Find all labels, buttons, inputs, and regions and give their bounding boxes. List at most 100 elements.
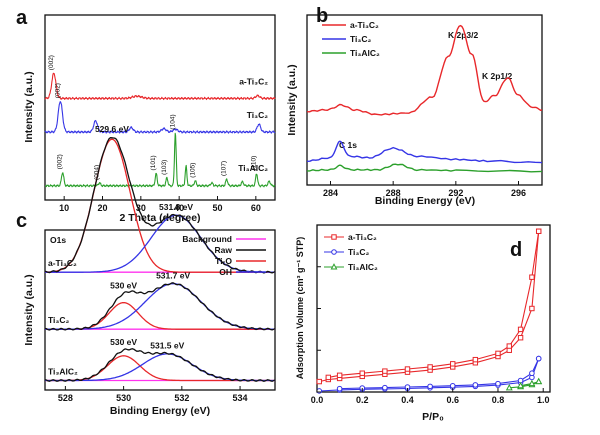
xrd-peak-label: (101) (150, 155, 157, 170)
isotherm-point (530, 371, 535, 376)
o1s-legend-label: Background (182, 234, 232, 244)
isotherm-point (317, 389, 322, 394)
panel-b-xtick-label: 288 (386, 188, 401, 198)
panel-b-c1s-label: C 1s (339, 140, 357, 150)
o1s-component-curve (45, 356, 275, 381)
panel-a-xtick-label: 20 (97, 203, 107, 213)
xrd-series-label: Ti₃C₂ (247, 110, 268, 120)
panel-c-xtick-label: 530 (116, 393, 131, 403)
panel-d-xtick-label: 0.6 (446, 395, 459, 405)
panel-d-xtick-label: 0.4 (401, 395, 414, 405)
isotherm-point (326, 375, 330, 379)
xrd-peak-label: (002) (48, 55, 55, 70)
legend-label: Ti₃AlC₂ (350, 48, 380, 58)
panel-d-ylabel: Adsorption Volume (cm³ g⁻¹ STP) (295, 237, 305, 380)
isotherm-point (383, 369, 387, 373)
panel-d-xtick-label: 0.2 (356, 395, 369, 405)
panel-a-xtick-label: 10 (59, 203, 69, 213)
panel-b-k2p32-label: K 2p3/2 (448, 30, 479, 40)
isotherm-point (536, 356, 541, 361)
isotherm-point (496, 381, 501, 386)
panel-a-letter: a (16, 7, 28, 29)
panel-a-ylabel: Intensity (a.u.) (23, 71, 35, 142)
o1s-peak-label: 531.5 eV (150, 340, 184, 350)
isotherm-point (529, 381, 534, 386)
isotherm-point (450, 383, 455, 388)
legend-label: a-Ti₃C₂ (350, 20, 379, 30)
o1s-legend-label: OH (219, 267, 232, 277)
panel-c-core-level: O1s (50, 235, 66, 245)
panel-b-ylabel: Intensity (a.u.) (286, 64, 298, 135)
o1s-sample-label: a-Ti₃C₂ (48, 258, 77, 268)
figure-composite: a b c d 2 Theta (degree) Intensity (a.u.… (0, 0, 600, 435)
panel-c-xtick-label: 534 (233, 393, 248, 403)
panel-b-xtick-label: 292 (448, 188, 463, 198)
isotherm-legend-marker (332, 250, 337, 255)
panel-b-xtick-label: 296 (511, 188, 526, 198)
panel-d-xtick-label: 0.8 (492, 395, 505, 405)
xrd-peak-label: (002) (57, 154, 64, 169)
panel-c-letter: c (16, 210, 27, 232)
o1s-component-curve (45, 354, 275, 381)
o1s-sample-label: Ti₃C₂ (48, 315, 69, 325)
panel-d-letter: d (510, 239, 522, 261)
panel-b-letter: b (316, 5, 328, 27)
isotherm-legend-label: a-Ti₃C₂ (348, 232, 377, 242)
isotherm-point (530, 275, 534, 279)
isotherm-point (451, 362, 455, 366)
o1s-peak-label: 530 eV (110, 280, 137, 290)
isotherm-legend-label: Ti₃C₂ (348, 247, 369, 257)
isotherm-point (507, 344, 511, 348)
xps-k2p-series-line (307, 141, 542, 162)
isotherm-legend-marker (331, 264, 336, 269)
legend-label: Ti₃C₂ (350, 34, 371, 44)
panel-b-k2p12-label: K 2p1/2 (482, 71, 513, 81)
o1s-raw-curve (45, 349, 275, 382)
isotherm-point (337, 386, 342, 391)
panel-b-frame (307, 15, 542, 185)
panel-c-xlabel: Binding Energy (eV) (110, 405, 210, 417)
isotherm-point (317, 379, 321, 383)
o1s-component-curve (45, 284, 275, 330)
isotherm-point (530, 306, 534, 310)
o1s-peak-label: 531.7 eV (156, 271, 190, 281)
panel-d-xtick-label: 1.0 (537, 395, 550, 405)
panel-a-xtick-label: 50 (212, 203, 222, 213)
isotherm-point (518, 336, 522, 340)
isotherm-point (473, 357, 477, 361)
isotherm-point (337, 373, 341, 377)
panel-a-xtick-label: 60 (251, 203, 261, 213)
xrd-peak-label: (104) (169, 114, 176, 129)
isotherm-point (473, 383, 478, 388)
isotherm-point (536, 229, 540, 233)
isotherm-legend-marker (332, 235, 336, 239)
isotherm-point (360, 371, 364, 375)
xrd-peak-label: (107) (221, 161, 228, 176)
xrd-peak-label: (110) (251, 156, 258, 171)
isotherm-point (536, 379, 541, 384)
o1s-legend-label: Ti-O (215, 256, 232, 266)
o1s-legend-label: Raw (215, 245, 233, 255)
xrd-series-label: a-Ti₃C₂ (239, 76, 268, 86)
panel-c-xtick-label: 528 (58, 393, 73, 403)
o1s-peak-label: 530 eV (110, 337, 137, 347)
isotherm-point (496, 351, 500, 355)
isotherm-point (383, 385, 388, 390)
o1s-sample-label: Ti₃AlC₂ (48, 367, 78, 377)
panel-d-xtick-label: 0.0 (311, 395, 324, 405)
o1s-raw-curve (45, 283, 275, 330)
xps-k2p-series-line (307, 164, 542, 172)
xrd-series-line (45, 102, 275, 133)
panel-c-frame (45, 230, 275, 390)
isotherm-point (428, 384, 433, 389)
isotherm-point (507, 385, 512, 390)
isotherm-legend-label: Ti₃AlC₂ (348, 262, 378, 272)
panel-c-ylabel: Intensity (a.u.) (23, 274, 35, 345)
xrd-peak-label: (105) (189, 163, 196, 178)
xrd-peak-label: (103) (161, 160, 168, 175)
panel-b-xtick-label: 284 (323, 188, 338, 198)
panel-d-xlabel: P/P₀ (422, 411, 444, 423)
o1s-peak-label: 529.6 eV (95, 124, 129, 134)
isotherm-point (405, 367, 409, 371)
isotherm-point (518, 327, 522, 331)
